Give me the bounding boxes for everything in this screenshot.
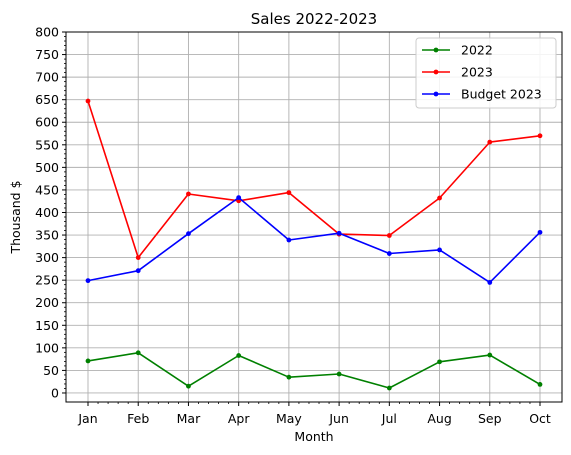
x-axis: Jan Feb Mar Apr May Jun Jul Aug Sep Oct xyxy=(77,402,551,426)
data-point xyxy=(537,133,543,139)
data-point xyxy=(236,353,242,358)
legend-label: 2022 xyxy=(461,43,493,58)
data-point xyxy=(437,359,442,365)
data-point xyxy=(85,98,91,104)
y-tick-label: 450 xyxy=(35,182,59,197)
data-point xyxy=(487,139,493,145)
series-0 xyxy=(85,350,543,391)
y-tick-label: 250 xyxy=(35,273,59,288)
x-tick-label: May xyxy=(276,411,302,426)
series-2 xyxy=(85,195,543,285)
x-tick-label: Jan xyxy=(77,411,97,426)
x-tick-label: Feb xyxy=(127,411,149,426)
x-tick-label: Mar xyxy=(177,411,201,426)
grid xyxy=(66,31,562,402)
x-tick-label: Jun xyxy=(328,411,349,426)
data-point xyxy=(186,191,191,197)
legend-item: 2022 xyxy=(422,43,493,58)
y-tick-label: 150 xyxy=(35,318,59,333)
data-point xyxy=(437,247,442,253)
series-line xyxy=(87,100,541,259)
data-point xyxy=(135,350,141,356)
legend-marker xyxy=(433,47,439,53)
data-point xyxy=(487,352,493,358)
y-tick-label: 300 xyxy=(35,250,59,265)
y-tick-label: 200 xyxy=(35,295,59,310)
data-point xyxy=(487,280,493,285)
y-tick-label: 650 xyxy=(35,92,59,107)
legend-item: 2023 xyxy=(422,65,493,80)
y-tick-label: 500 xyxy=(35,160,59,175)
data-point xyxy=(537,229,543,235)
x-axis-label: Month xyxy=(294,429,333,444)
y-tick-label: 800 xyxy=(35,25,59,40)
series-line xyxy=(87,196,541,284)
y-tick-label: 0 xyxy=(51,385,59,400)
data-point xyxy=(437,195,442,201)
y-tick-label: 550 xyxy=(35,137,59,152)
y-tick-label: 600 xyxy=(35,115,59,130)
legend-label: Budget 2023 xyxy=(461,87,542,102)
data-point xyxy=(186,383,191,389)
series-lines xyxy=(85,98,543,391)
legend: 2022 2023 Budget 2023 xyxy=(415,37,557,109)
data-point xyxy=(85,278,91,284)
x-tick-label: Apr xyxy=(228,411,250,426)
data-point xyxy=(386,385,392,391)
x-tick-label: Jul xyxy=(381,411,397,426)
data-point xyxy=(386,251,392,256)
y-tick-label: 50 xyxy=(43,363,59,378)
legend-box xyxy=(415,37,557,109)
data-point xyxy=(135,268,141,274)
chart-title: Sales 2022-2023 xyxy=(251,10,377,28)
x-tick-label: Sep xyxy=(478,411,502,426)
y-tick-label: 100 xyxy=(35,340,59,355)
y-axis: 0 50 100 150 200 250 300 350 400 450 500 550 600 650 7… xyxy=(35,25,66,400)
y-axis-label: Thousand $ xyxy=(8,180,23,254)
data-point xyxy=(186,231,191,237)
data-point xyxy=(336,230,342,236)
data-point xyxy=(537,382,543,387)
series-1 xyxy=(85,98,543,261)
series-line xyxy=(87,351,541,389)
y-tick-label: 350 xyxy=(35,228,59,243)
data-point xyxy=(236,195,242,200)
legend-item: Budget 2023 xyxy=(422,87,542,102)
legend-label: 2023 xyxy=(461,65,493,80)
data-point xyxy=(336,371,342,377)
legend-marker xyxy=(433,69,439,75)
y-tick-label: 400 xyxy=(35,205,59,220)
y-tick-label: 700 xyxy=(35,70,59,85)
data-point xyxy=(85,358,91,364)
data-point xyxy=(135,255,141,261)
x-tick-label: Oct xyxy=(529,411,551,426)
data-point xyxy=(286,237,292,243)
y-tick-label: 750 xyxy=(35,47,59,62)
legend-marker xyxy=(433,91,439,97)
data-point xyxy=(386,233,392,238)
x-tick-label: Aug xyxy=(427,411,451,426)
data-point xyxy=(286,374,292,380)
data-point xyxy=(286,190,292,196)
